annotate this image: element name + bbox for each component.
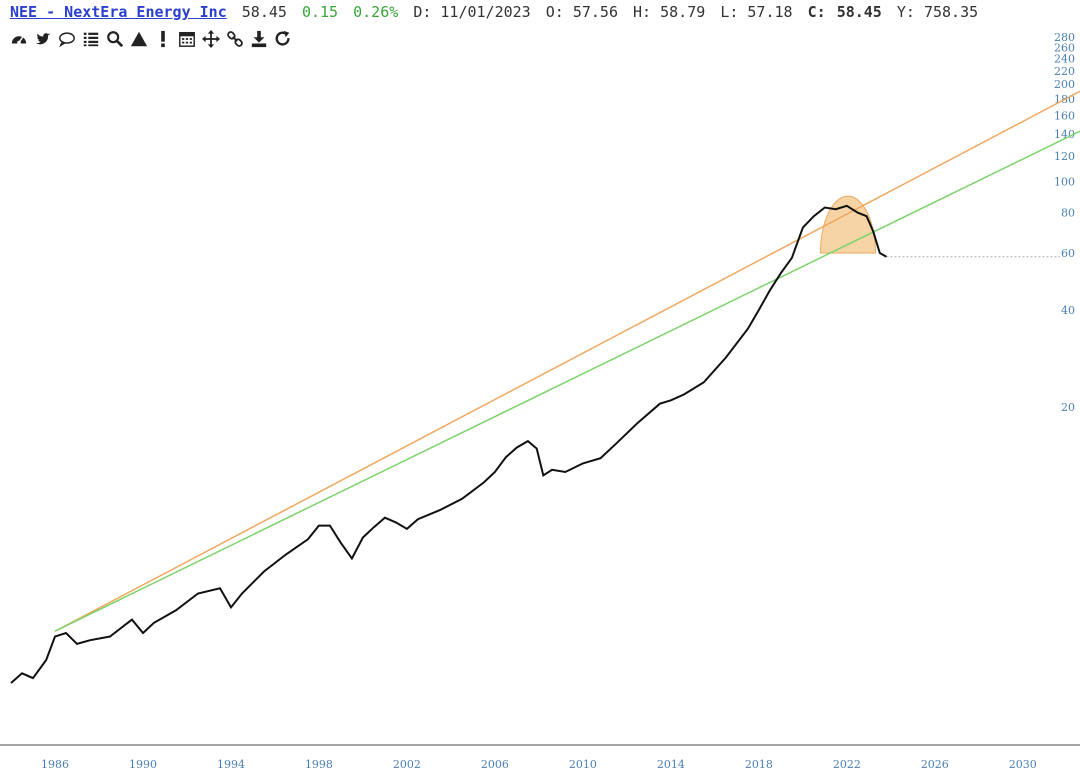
low-readout: L: 57.18	[720, 3, 793, 21]
x-tick-label: 1998	[305, 758, 333, 771]
download-icon[interactable]	[248, 29, 269, 50]
y-tick-label: 40	[1061, 304, 1075, 317]
symbol-title-link[interactable]: NEE - NextEra Energy Inc	[10, 3, 227, 21]
refresh-icon[interactable]	[272, 29, 293, 50]
x-tick-label: 2030	[1009, 758, 1037, 771]
price-change: 0.15	[301, 3, 339, 21]
close-label: C:	[807, 3, 826, 21]
search-icon[interactable]	[104, 29, 125, 50]
last-price: 58.45	[241, 3, 287, 21]
x-tick-label: 1994	[217, 758, 245, 771]
calendar-icon[interactable]	[176, 29, 197, 50]
price-change-pct: 0.26%	[353, 3, 399, 21]
price-series-line	[10, 204, 887, 684]
triangle-icon[interactable]	[128, 29, 149, 50]
y-tick-label: 20	[1061, 401, 1075, 414]
lower-trendline[interactable]	[54, 130, 1080, 632]
y-tick-label: 220	[1054, 65, 1075, 78]
x-tick-label: 2014	[657, 758, 685, 771]
x-tick-label: 2002	[393, 758, 421, 771]
y-tick-label: 60	[1061, 247, 1075, 260]
link-icon[interactable]	[224, 29, 245, 50]
y-axis: 28026024022020018016014012010080604020	[1054, 31, 1075, 414]
quote-header: NEE - NextEra Energy Inc 58.45 0.15 0.26…	[10, 3, 984, 23]
x-tick-label: 2022	[833, 758, 861, 771]
x-tick-label: 2006	[481, 758, 509, 771]
y-tick-label: 120	[1054, 150, 1075, 163]
x-tick-label: 2026	[921, 758, 949, 771]
open-readout: O: 57.56	[545, 3, 618, 21]
exclamation-icon[interactable]	[152, 29, 173, 50]
twitter-icon[interactable]	[32, 29, 53, 50]
y-tick-label: 240	[1054, 53, 1075, 66]
x-tick-label: 2010	[569, 758, 597, 771]
y-tick-label: 200	[1054, 78, 1075, 91]
chart-toolbar	[8, 28, 293, 50]
list-icon[interactable]	[80, 29, 101, 50]
x-tick-label: 1990	[129, 758, 157, 771]
comment-icon[interactable]	[56, 29, 77, 50]
y-tick-label: 80	[1061, 207, 1075, 220]
y-tick-label: 100	[1054, 175, 1075, 188]
y-readout: Y: 758.35	[896, 3, 979, 21]
upper-trendline[interactable]	[54, 90, 1080, 632]
high-readout: H: 58.79	[633, 3, 706, 21]
date-readout: D: 11/01/2023	[413, 3, 531, 21]
y-tick-label: 280	[1054, 31, 1075, 44]
x-tick-label: 1986	[41, 758, 69, 771]
close-value: 58.45	[836, 3, 882, 21]
move-icon[interactable]	[200, 29, 221, 50]
y-tick-label: 140	[1054, 128, 1075, 141]
x-tick-label: 2018	[745, 758, 773, 771]
y-tick-label: 260	[1054, 41, 1075, 54]
dashboard-icon[interactable]	[8, 29, 29, 50]
x-axis: 1986 1990 1994 1998 2002 2006 2010 2014 2018 2022…	[41, 758, 1037, 771]
y-tick-label: 160	[1054, 109, 1075, 122]
